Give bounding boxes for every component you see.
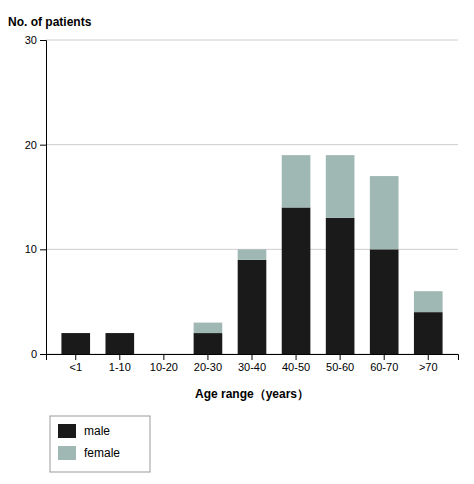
tick-label: 40-50	[282, 361, 310, 373]
tick-label: 10	[25, 243, 37, 255]
bar	[150, 354, 179, 355]
bar	[238, 249, 267, 259]
legend-item: female	[58, 446, 120, 460]
tick-mark	[40, 145, 46, 146]
series	[194, 155, 443, 333]
tick: 40-50	[282, 354, 310, 373]
bar	[282, 155, 311, 207]
legend-label: female	[84, 446, 120, 460]
legend-swatch	[58, 424, 76, 438]
bar	[194, 323, 223, 333]
tick: 30	[25, 34, 46, 46]
bar	[370, 249, 399, 354]
tick-label: 60-70	[370, 361, 398, 373]
tick-mark	[252, 354, 253, 360]
legend-frame	[50, 416, 150, 472]
y-axis-title: No. of patients	[8, 15, 92, 29]
tick-mark	[119, 354, 120, 360]
tick: 20-30	[194, 354, 222, 373]
bar	[150, 354, 179, 355]
bar	[105, 333, 134, 334]
tick: 20	[25, 139, 46, 151]
tick-label: 30-40	[238, 361, 266, 373]
bar	[238, 260, 267, 354]
grid-line	[46, 40, 458, 41]
bar	[61, 333, 90, 354]
tick-label: >70	[419, 361, 438, 373]
bars	[61, 155, 442, 354]
tick-mark	[384, 354, 385, 360]
background	[0, 0, 474, 484]
legend-swatch	[58, 446, 76, 460]
tick-mark	[40, 40, 46, 41]
axis-line	[47, 355, 459, 361]
tick: 10-20	[150, 354, 178, 373]
plot: <1 1-10 10-20 20-30 30-40 40-50 50-60 60-70 >70 0…	[25, 34, 459, 373]
tick-mark	[40, 354, 46, 355]
tick-mark	[340, 354, 341, 360]
tick-label: 0	[31, 348, 37, 360]
tick-mark	[428, 354, 429, 360]
tick: 30-40	[238, 354, 266, 373]
tick-label: <1	[69, 361, 82, 373]
tick-mark	[296, 354, 297, 360]
bar	[370, 176, 399, 249]
bar	[414, 291, 443, 312]
tick-label: 20-30	[194, 361, 222, 373]
bar	[282, 207, 311, 354]
tick-mark	[163, 354, 164, 360]
bar	[105, 333, 134, 354]
x-axis: <1 1-10 10-20 20-30 30-40 40-50 50-60 60-70 >70	[47, 354, 459, 373]
bar	[194, 333, 223, 354]
tick: 10	[25, 243, 46, 255]
tick-mark	[75, 354, 76, 360]
tick-label: 30	[25, 34, 37, 46]
tick-label: 1-10	[109, 361, 131, 373]
tick-label: 20	[25, 139, 37, 151]
legend-label: male	[84, 424, 110, 438]
bar	[326, 155, 355, 218]
y-axis: 0 10 20 30	[25, 34, 47, 360]
legend: male female	[50, 416, 150, 472]
chart-container: <1 1-10 10-20 20-30 30-40 40-50 50-60 60-70 >70 0…	[0, 0, 474, 484]
tick: 1-10	[109, 354, 131, 373]
axis-line	[40, 41, 47, 355]
chart: <1 1-10 10-20 20-30 30-40 40-50 50-60 60-70 >70 0…	[0, 0, 474, 484]
tick-mark	[40, 249, 46, 250]
bar	[61, 333, 90, 334]
tick: <1	[69, 354, 82, 373]
tick: >70	[419, 354, 438, 373]
tick-mark	[207, 354, 208, 360]
bar	[326, 218, 355, 354]
tick-label: 50-60	[326, 361, 354, 373]
legend-item: male	[58, 424, 110, 438]
tick: 60-70	[370, 354, 398, 373]
tick: 50-60	[326, 354, 354, 373]
grid-line	[46, 144, 458, 145]
x-axis-title: Age range（years）	[195, 387, 309, 401]
tick: 0	[31, 348, 46, 360]
tick-label: 10-20	[150, 361, 178, 373]
grid	[46, 40, 458, 354]
bar	[414, 312, 443, 354]
